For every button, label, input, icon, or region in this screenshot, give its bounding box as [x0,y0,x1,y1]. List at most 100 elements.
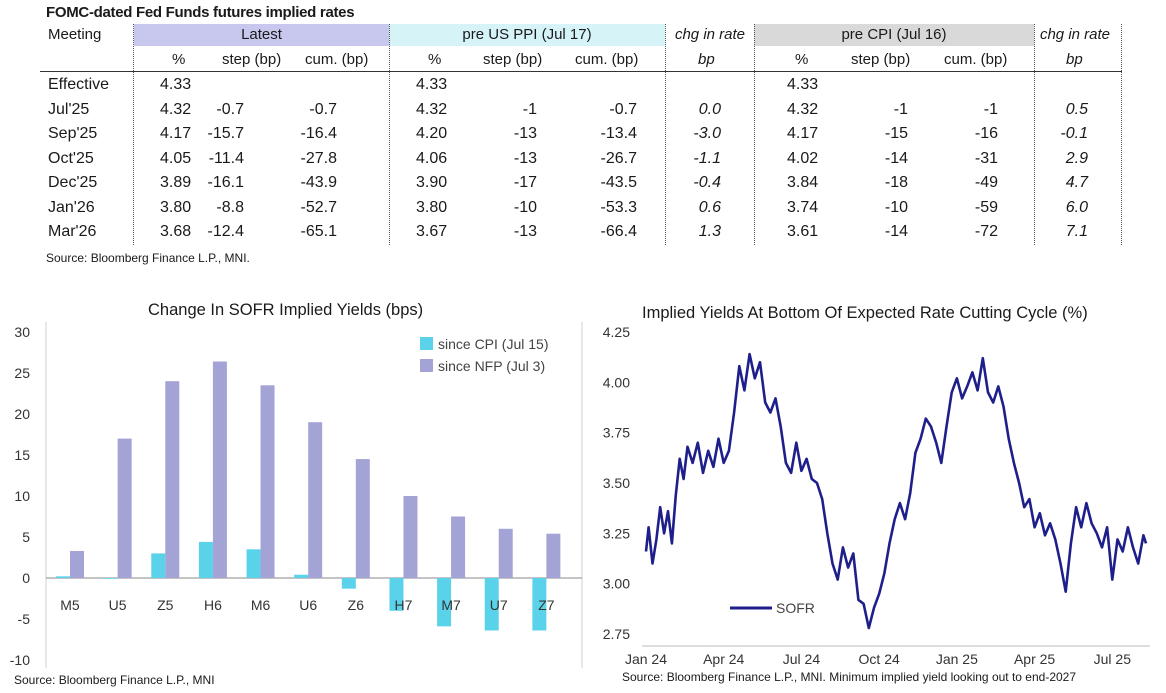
y-tick-label: -5 [18,611,31,627]
y-tick-label: 3.50 [603,475,630,491]
y-tick-label: -10 [10,652,30,668]
cell-p_step: -17 [513,174,537,191]
legend-label: since CPI (Jul 15) [438,336,548,352]
cell-c_step [828,73,908,97]
x-tick-label: Apr 24 [703,651,744,667]
bar-cpi [484,578,499,631]
x-tick-label: U6 [299,597,317,613]
x-tick-label: Z5 [157,597,174,613]
bar-cpi [103,578,118,579]
bar-nfp [308,422,323,578]
y-tick-label: 0 [22,570,30,586]
subheader-ppi-step: step (bp) [483,51,543,68]
cell-l_pct: 3.80 [160,198,192,216]
bar-cpi [151,553,166,578]
subheader-ppi-cum: cum. (bp) [575,51,639,68]
group-chg-ppi: chg in rate [674,26,746,43]
cell-chg2: -0.1 [1060,125,1088,142]
cell-c_pct: 3.84 [787,174,819,191]
x-tick-label: Jul 25 [1094,651,1132,667]
subheader-cpi-pct: % [795,51,809,68]
group-latest: Latest [134,24,389,46]
cell-chg1: -1.1 [693,149,721,167]
cell-c_pct: 4.02 [787,149,819,167]
subheader-chg-cpi-bp: bp [1066,51,1083,68]
cell-p_step: -13 [513,125,537,142]
cell-meeting: Mar'26 [48,223,97,240]
x-tick-label: H7 [395,597,413,613]
cell-l_step: -0.7 [216,100,244,118]
y-tick-label: 10 [14,488,30,504]
cell-meeting: Dec'25 [48,174,98,191]
cell-c_step: -14 [884,223,908,240]
table-source: Source: Bloomberg Finance L.P., MNI. [46,251,250,265]
cell-p_cum: -13.4 [600,125,637,142]
separator-end [1121,24,1122,245]
cell-l_step: -11.4 [208,149,244,167]
cell-l_pct: 4.17 [160,125,192,142]
x-tick-label: M5 [60,597,80,613]
x-tick-label: Z7 [538,597,555,613]
cell-p_cum: -53.3 [600,198,637,216]
y-tick-label: 2.75 [603,626,630,642]
cell-l_cum: -52.7 [300,198,337,216]
cell-l_step [164,73,244,97]
bar-nfp [498,528,513,578]
subheader-latest-pct: % [172,51,186,68]
cell-p_cum: -26.7 [600,149,637,167]
cell-l_pct: 3.68 [160,223,192,240]
cell-l_cum: -27.8 [300,149,337,167]
bar-nfp [165,381,180,578]
separator-latest [389,24,390,245]
bar-nfp [260,385,275,578]
cell-chg2: 0.5 [1065,100,1088,118]
cell-p_cum: -0.7 [609,100,637,118]
cell-c_cum: -72 [974,223,998,240]
cell-chg2: 6.0 [1065,198,1088,216]
cell-c_pct: 3.61 [787,223,819,240]
y-tick-label: 30 [14,324,30,340]
cell-p_pct: 3.67 [416,223,448,240]
cell-meeting: Jul'25 [48,100,90,118]
x-tick-label: H6 [204,597,222,613]
cell-p_pct: 3.80 [416,198,448,216]
separator-ppi [665,24,666,245]
cell-meeting: Oct'25 [48,149,94,167]
subheader-chg-ppi-bp: bp [698,51,715,68]
bar-nfp [451,516,466,578]
bar-nfp [70,550,84,578]
bar-nfp [403,496,418,578]
bar-cpi [56,576,70,578]
x-tick-label: Jan 24 [625,651,667,667]
group-chg-cpi: chg in rate [1039,26,1111,43]
header-rule [40,71,1122,72]
subheader-latest-step: step (bp) [222,51,282,68]
y-tick-label: 4.00 [603,374,630,390]
y-tick-label: 25 [14,365,30,381]
cell-p_pct: 4.20 [416,125,448,142]
cell-chg2 [1008,73,1088,97]
line-chart-source: Source: Bloomberg Finance L.P., MNI. Min… [622,670,1077,684]
bar-nfp [117,438,132,578]
line-chart: 4.25 4.00 3.75 3.50 3.25 3.00 2.75 Jan 24 Apr 24… [603,324,1150,667]
cell-meeting: Effective [48,76,110,93]
cell-l_cum: -65.1 [300,223,337,240]
bar-nfp [355,459,370,578]
cell-p_step: -10 [513,198,537,216]
table-title: FOMC-dated Fed Funds futures implied rat… [46,4,355,21]
bar-cpi [198,541,213,578]
cell-p_step: -1 [522,100,537,118]
bar-nfp [212,361,227,578]
cell-l_step: -15.7 [207,125,244,142]
bar-cpi [532,578,547,631]
cell-c_step: -15 [884,125,908,142]
subheader-latest-cum: cum. (bp) [305,51,369,68]
cell-p_step: -13 [513,149,537,167]
cell-l_step: -12.4 [207,223,244,240]
bar-cpi [341,578,356,589]
cell-c_cum: -16 [974,125,998,142]
cell-c_step: -10 [884,198,908,216]
x-tick-label: Jul 24 [783,651,821,667]
cell-c_cum: -49 [974,174,998,191]
group-pre-ppi: pre US PPI (Jul 17) [389,24,665,46]
